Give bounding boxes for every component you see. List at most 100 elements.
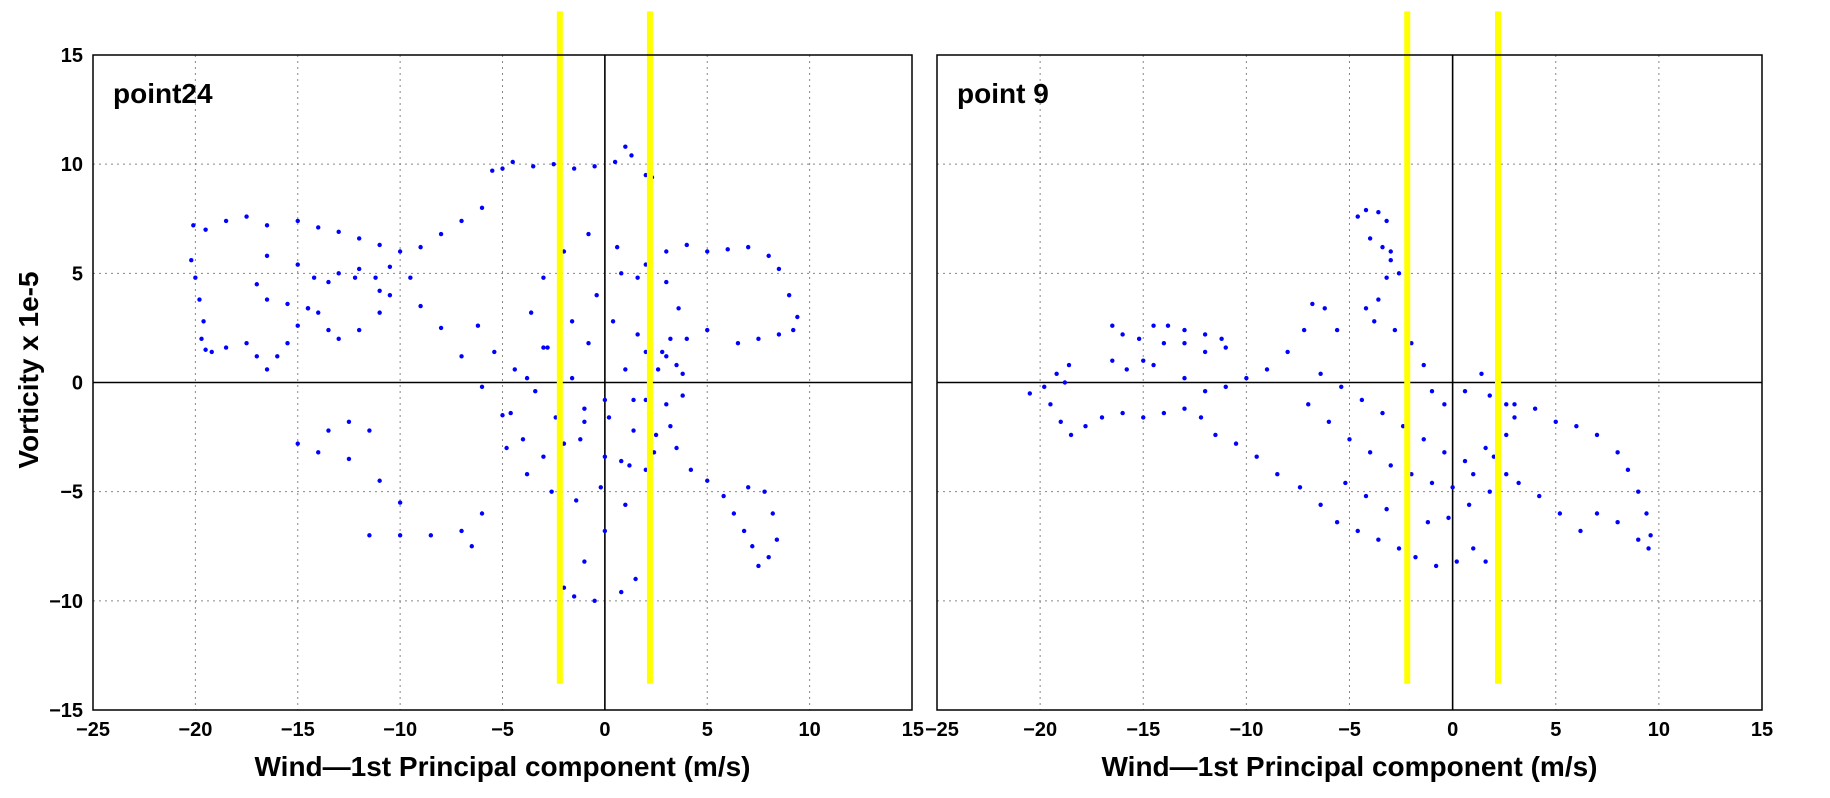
data-point [1504, 472, 1509, 477]
y-tick-label: 5 [72, 263, 83, 285]
data-points [189, 144, 800, 604]
data-point [1042, 384, 1047, 390]
data-point [479, 205, 485, 211]
data-point [1429, 389, 1435, 394]
data-point [1446, 515, 1451, 521]
x-tick-label: −25 [925, 719, 959, 741]
data-point [1310, 301, 1315, 307]
data-point [574, 498, 579, 503]
x-tick-label: −25 [76, 719, 110, 741]
data-point [408, 275, 413, 280]
data-point [428, 533, 434, 538]
data-point [367, 533, 372, 538]
data-point [1202, 349, 1208, 355]
data-point [459, 528, 464, 534]
data-point [614, 244, 620, 250]
data-point [592, 598, 597, 604]
data-point [594, 292, 599, 298]
data-point [1462, 389, 1468, 394]
scatter-panel-point-9: −25 −20 −15 −10 −5 0 5 10 15 point 9 Wind—1st Pr… [925, 11, 1773, 782]
data-point [418, 244, 423, 250]
data-point [1392, 327, 1398, 333]
data-point [655, 367, 661, 372]
data-point [397, 533, 403, 538]
data-point [1275, 472, 1280, 477]
data-point [1376, 537, 1381, 542]
data-point [1615, 520, 1620, 525]
data-point [264, 223, 270, 228]
data-point [1504, 432, 1509, 438]
data-point [1487, 489, 1492, 494]
data-point [475, 323, 481, 328]
data-point [1182, 341, 1187, 346]
x-tick-label: −20 [178, 719, 212, 741]
data-point [623, 502, 628, 507]
data-point [197, 297, 202, 302]
data-point [1068, 432, 1074, 438]
data-point [1433, 563, 1439, 569]
data-point [664, 402, 669, 407]
data-point [1161, 410, 1167, 416]
panel-title: point24 [113, 78, 213, 109]
data-point [1483, 559, 1488, 564]
data-point [203, 347, 208, 352]
data-point [1578, 528, 1583, 534]
data-point [776, 266, 782, 272]
data-point [541, 275, 546, 280]
data-point [1532, 406, 1538, 411]
data-point [520, 437, 526, 442]
data-point [1384, 275, 1389, 280]
data-point [1306, 402, 1311, 407]
data-point [569, 319, 575, 324]
data-point [756, 563, 761, 569]
data-point [1161, 341, 1167, 346]
data-point [285, 341, 290, 346]
data-point [1491, 454, 1497, 459]
data-point [1646, 546, 1651, 551]
data-point [285, 301, 290, 307]
data-point [1334, 520, 1340, 525]
data-point [397, 249, 403, 254]
data-point [275, 354, 280, 359]
data-point [1450, 485, 1455, 490]
x-tick-label: −10 [1229, 719, 1263, 741]
data-point [791, 327, 796, 333]
data-point [1471, 472, 1476, 477]
x-tick-label: 10 [1648, 719, 1670, 741]
data-point [1083, 423, 1088, 429]
data-point [510, 159, 515, 165]
zero-lines [937, 55, 1762, 710]
data-point [1359, 397, 1365, 403]
data-point [725, 247, 730, 252]
data-point [533, 389, 538, 394]
data-point [1574, 423, 1579, 429]
data-points [1027, 207, 1653, 569]
data-point [1466, 502, 1472, 507]
data-point [459, 354, 464, 359]
x-axis-label: Wind—1st Principal component (m/s) [254, 751, 750, 782]
data-point [377, 288, 382, 293]
data-point [1301, 327, 1307, 333]
data-point [746, 244, 751, 250]
data-point [684, 336, 689, 342]
data-point [336, 229, 341, 235]
data-point [1537, 493, 1542, 499]
data-point [223, 218, 229, 224]
data-point [705, 478, 710, 483]
x-tick-label: 0 [599, 719, 610, 741]
data-point [1062, 380, 1068, 385]
data-point [627, 463, 632, 468]
data-point [1367, 236, 1373, 241]
data-point [1343, 480, 1348, 486]
data-point [199, 336, 204, 342]
data-point [635, 275, 640, 280]
data-point [1421, 437, 1426, 442]
data-point [578, 437, 583, 442]
data-point [1512, 402, 1517, 407]
data-point [541, 345, 546, 350]
data-point [633, 576, 638, 582]
data-point [582, 559, 587, 564]
data-point [602, 454, 608, 459]
data-point [524, 375, 530, 381]
data-point [490, 168, 495, 173]
